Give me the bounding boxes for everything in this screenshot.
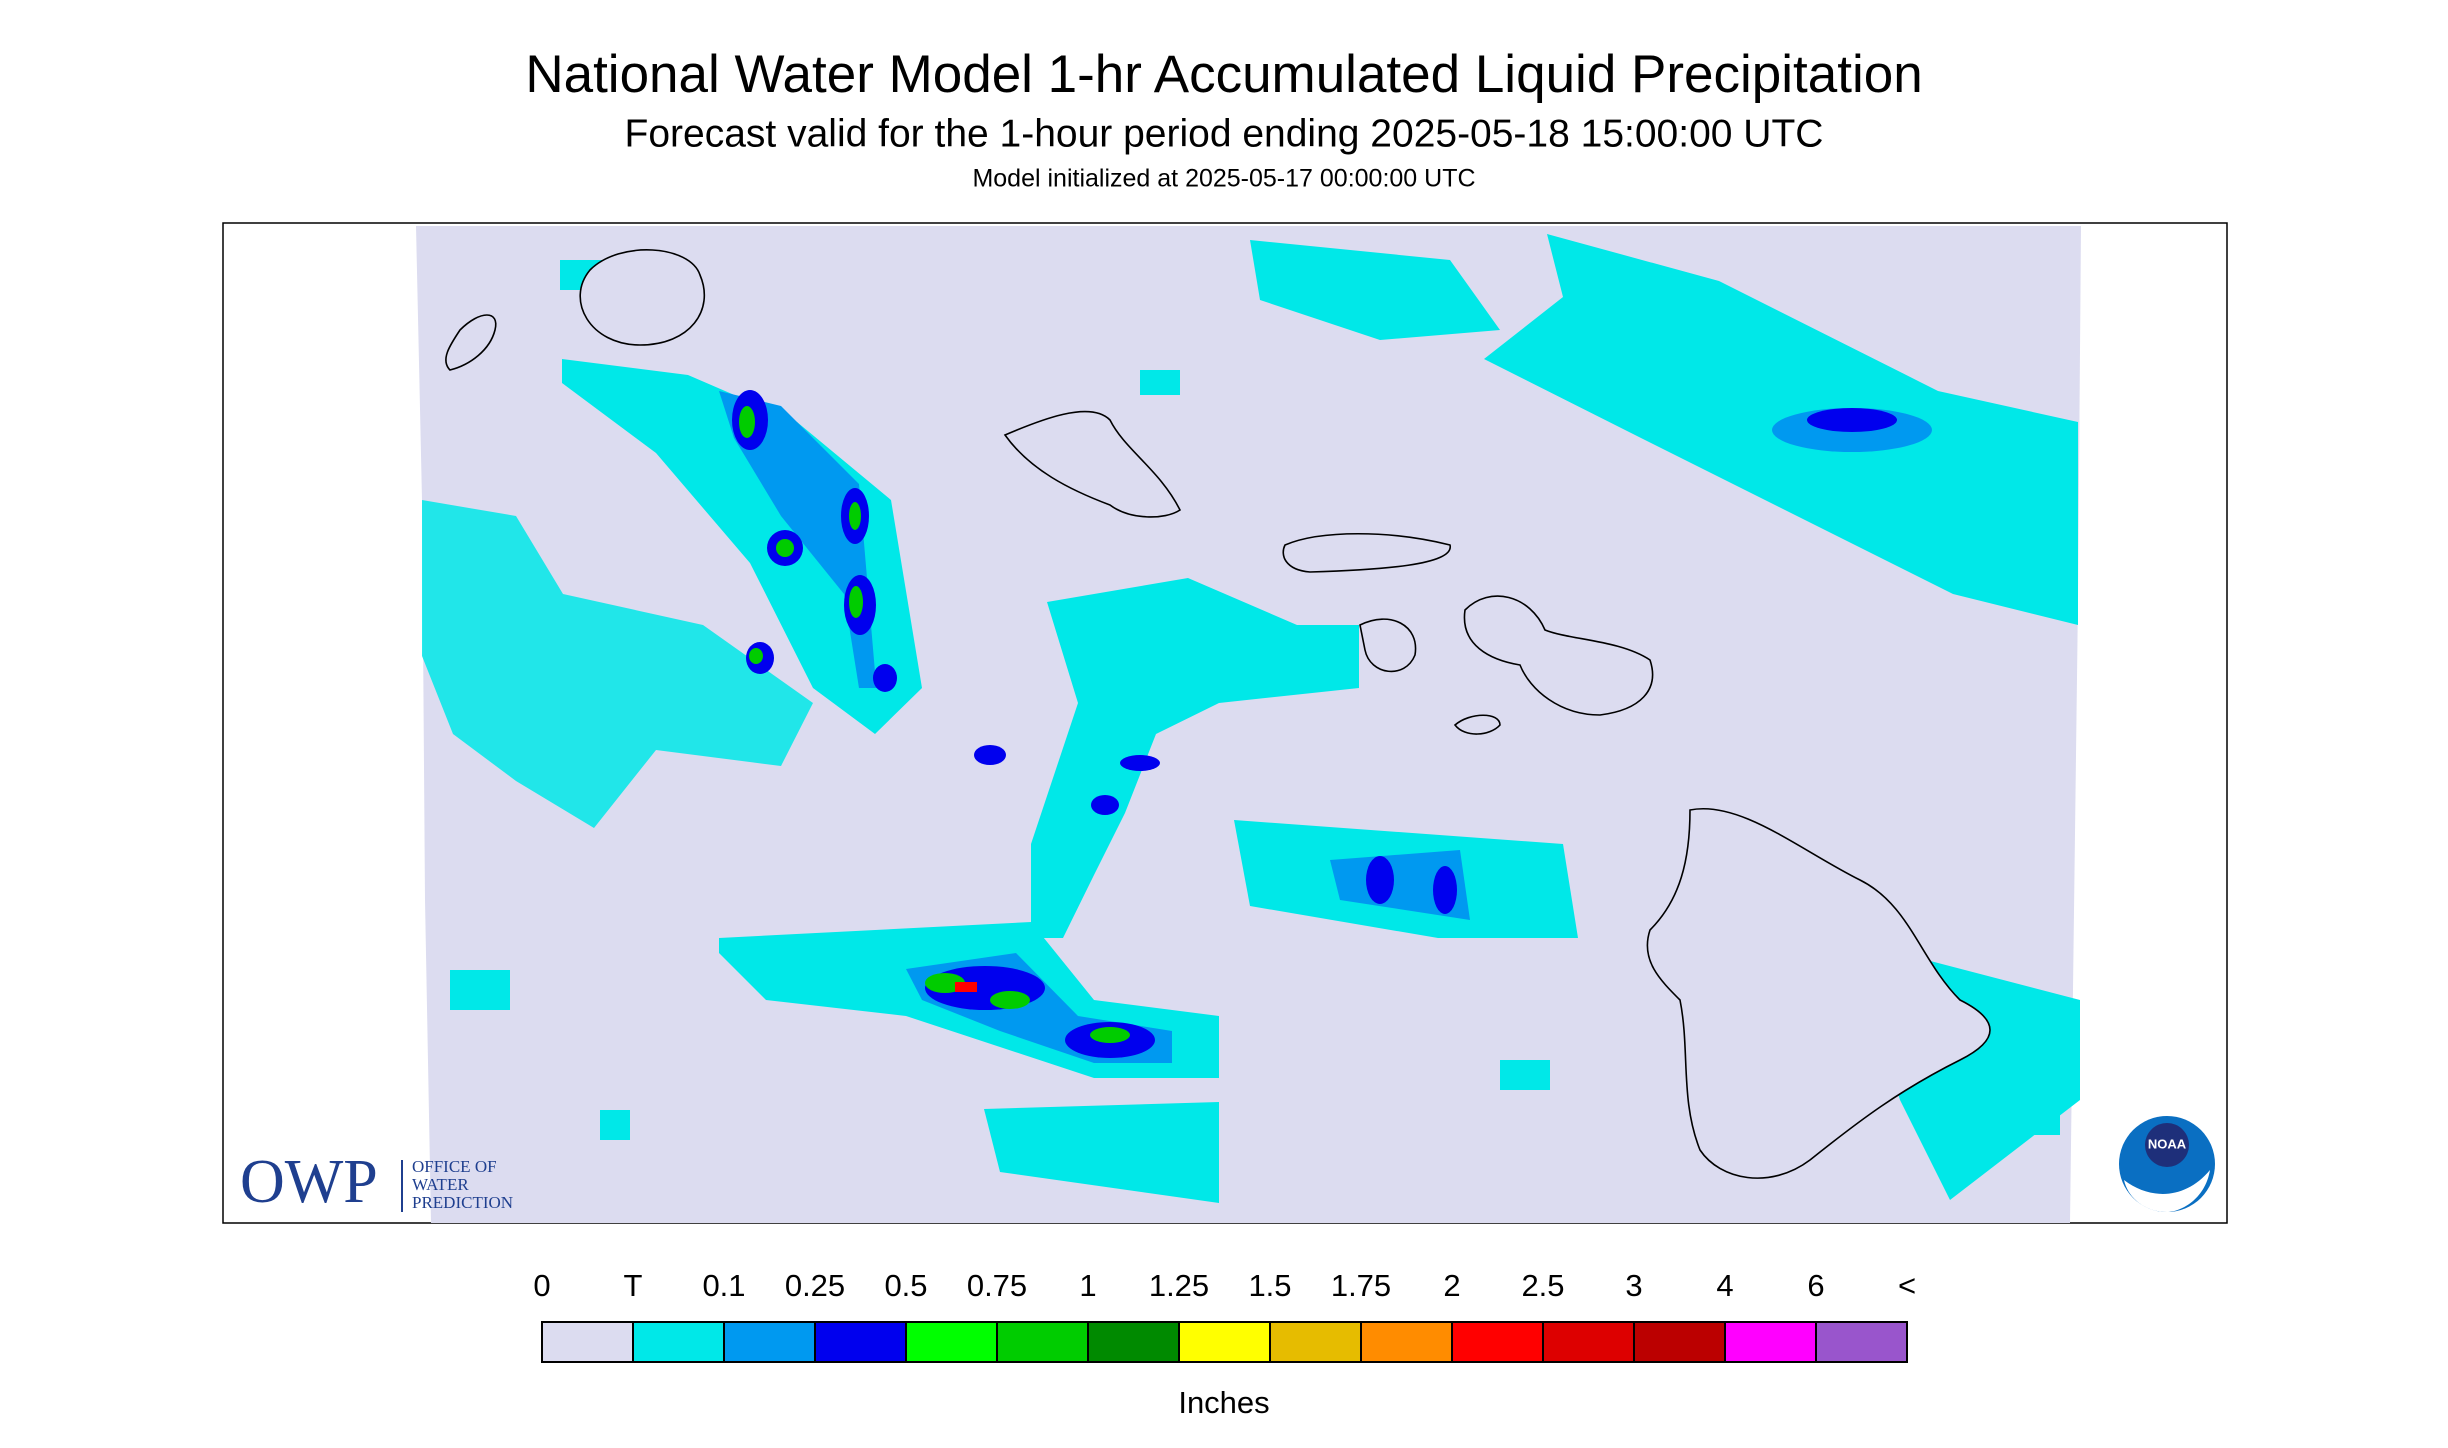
legend: 0 T 0.1 0.25 0.5 0.75 1 1.25 1.5 1.75 2 2.5 3 4 6 < [533, 1268, 1916, 1363]
legend-swatch [1451, 1321, 1544, 1363]
legend-label: 0.1 [702, 1268, 745, 1303]
legend-swatch [541, 1321, 634, 1363]
legend-swatch [996, 1321, 1089, 1363]
legend-swatch [1815, 1321, 1908, 1363]
legend-swatch [1269, 1321, 1362, 1363]
legend-swatch [1633, 1321, 1726, 1363]
legend-label: 4 [1716, 1268, 1733, 1303]
legend-swatch [1360, 1321, 1453, 1363]
legend-label: 0.5 [884, 1268, 927, 1303]
legend-label: 6 [1807, 1268, 1824, 1303]
legend-label: 2.5 [1521, 1268, 1564, 1303]
owp-text: WATER [412, 1175, 469, 1194]
legend-label: 3 [1625, 1268, 1642, 1303]
legend-label: 1.75 [1331, 1268, 1391, 1303]
legend-label: 0.25 [785, 1268, 845, 1303]
legend-label: 1 [1079, 1268, 1096, 1303]
legend-label: < [1898, 1268, 1916, 1303]
legend-swatch [1087, 1321, 1180, 1363]
legend-swatch [632, 1321, 725, 1363]
owp-text: PREDICTION [412, 1193, 513, 1212]
islands [445, 249, 1991, 1179]
precip-peak [955, 982, 977, 992]
owp-text: OFFICE OF [412, 1157, 497, 1176]
legend-swatch [1178, 1321, 1271, 1363]
legend-label: 2 [1443, 1268, 1460, 1303]
legend-unit: Inches [1178, 1385, 1269, 1420]
noaa-text: NOAA [2148, 1136, 2187, 1151]
legend-swatch [723, 1321, 816, 1363]
init-time: Model initialized at 2025-05-17 00:00:00… [972, 165, 1475, 193]
legend-label: 0 [533, 1268, 550, 1303]
noaa-logo: NOAA [2119, 1116, 2215, 1212]
legend-swatch [814, 1321, 907, 1363]
legend-label: T [624, 1268, 643, 1303]
legend-swatch [1724, 1321, 1817, 1363]
legend-label: 0.75 [967, 1268, 1027, 1303]
precip-green [739, 406, 1130, 1043]
owp-logo: OWP [240, 1148, 378, 1216]
map: OWP OFFICE OF WATER PREDICTION NOAA [222, 222, 2228, 1224]
legend-label: 1.5 [1248, 1268, 1291, 1303]
legend-swatch [905, 1321, 998, 1363]
legend-swatch [1542, 1321, 1635, 1363]
subtitle: Forecast valid for the 1-hour period end… [625, 112, 1824, 155]
title: National Water Model 1-hr Accumulated Li… [525, 45, 1922, 104]
legend-label: 1.25 [1149, 1268, 1209, 1303]
